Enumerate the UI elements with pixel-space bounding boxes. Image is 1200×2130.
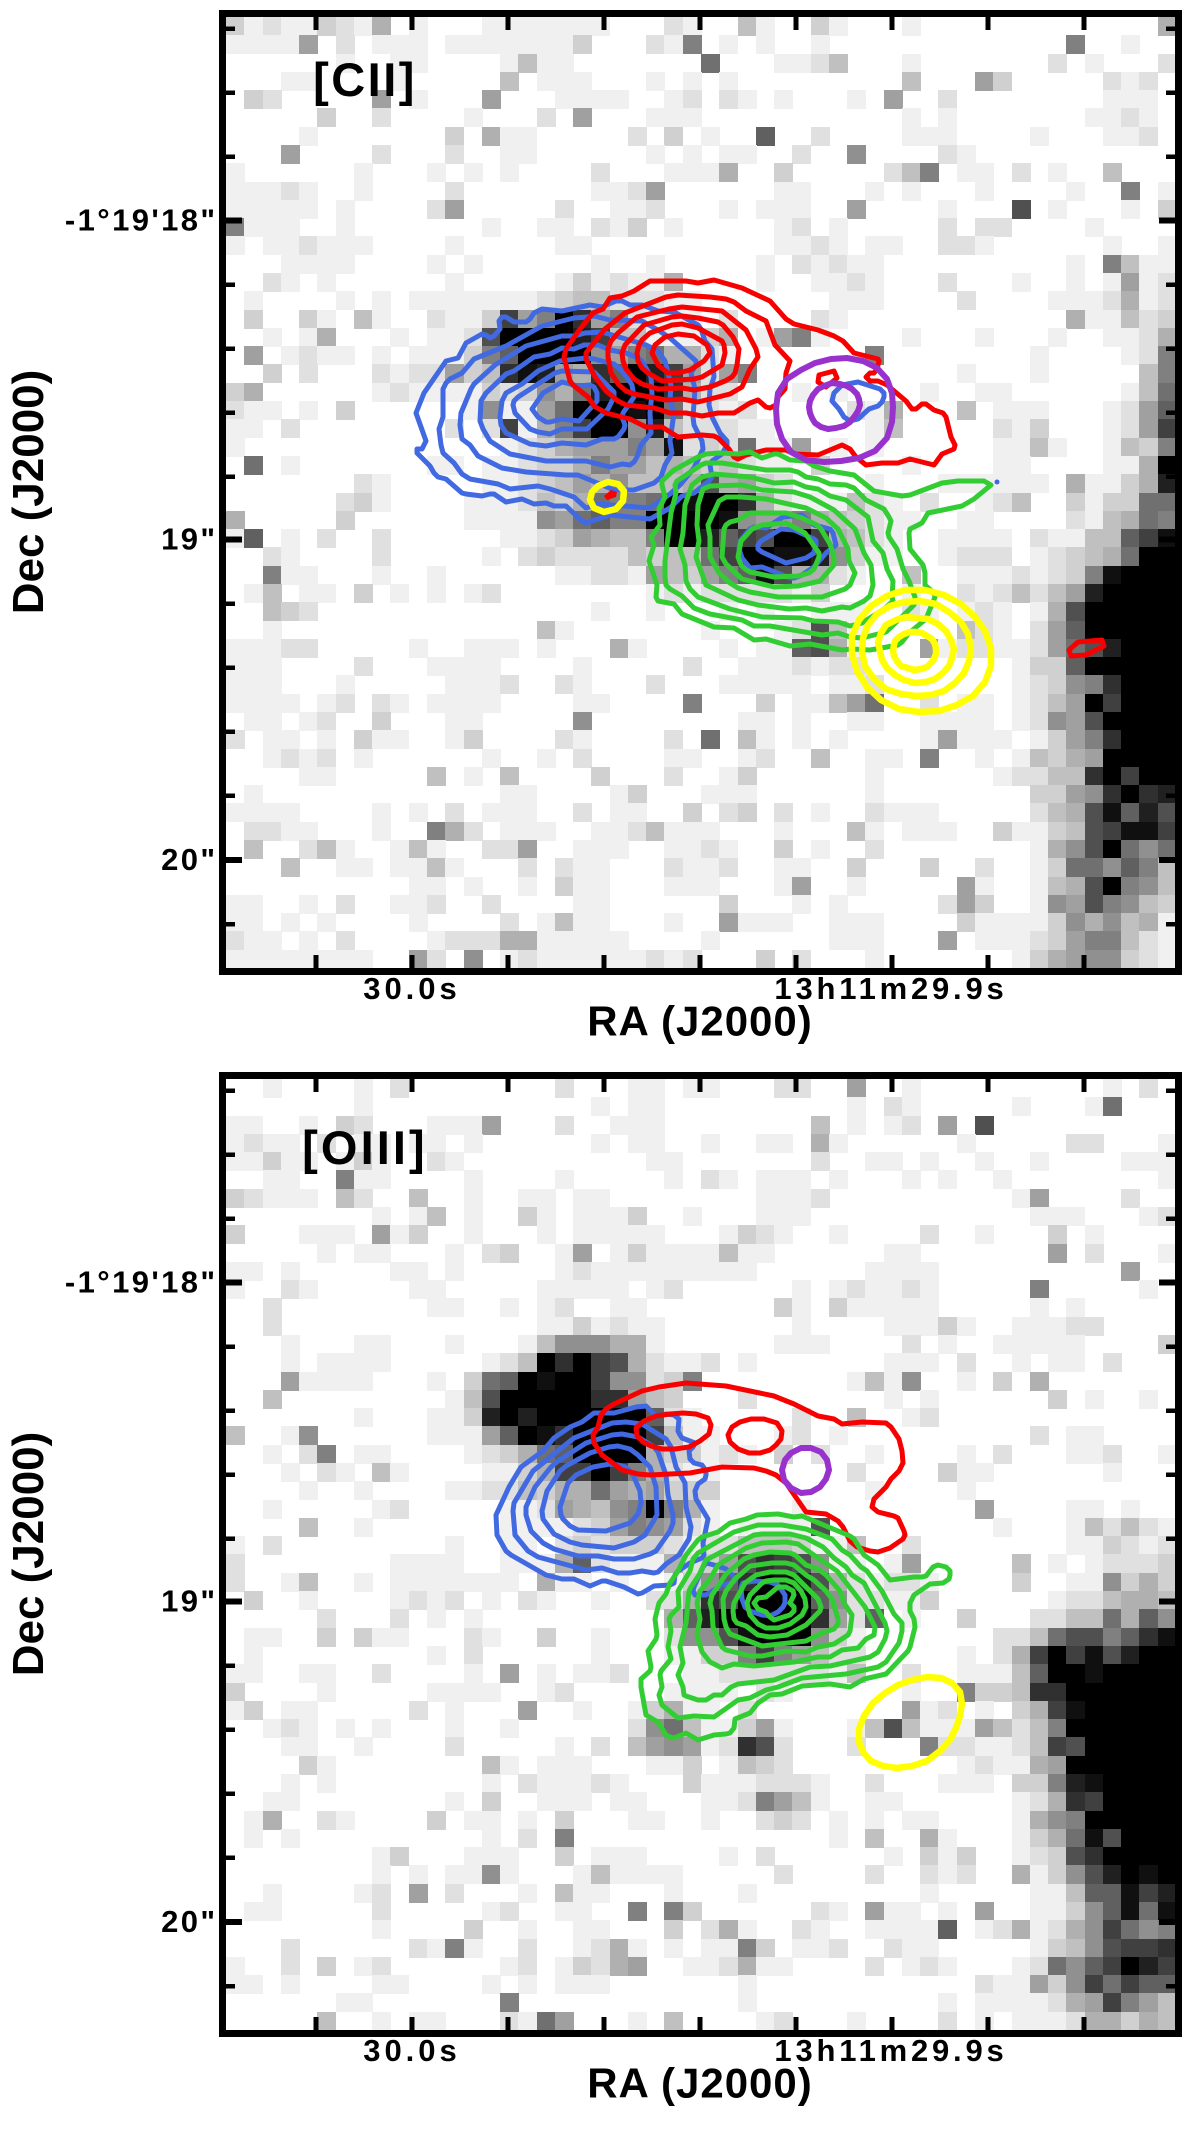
svg-text:Dec (J2000): Dec (J2000)	[4, 370, 53, 615]
svg-text:20": 20"	[161, 1904, 217, 1939]
svg-text:13h11m29.9s: 13h11m29.9s	[774, 971, 1007, 1006]
svg-text:20": 20"	[161, 842, 217, 877]
svg-text:30.0s: 30.0s	[363, 971, 461, 1006]
svg-text:Dec (J2000): Dec (J2000)	[4, 1432, 53, 1677]
svg-text:-1°19'18": -1°19'18"	[65, 203, 218, 238]
svg-text:[OIII]: [OIII]	[302, 1121, 428, 1174]
svg-text:[CII]: [CII]	[313, 53, 417, 106]
svg-text:19": 19"	[161, 1584, 217, 1619]
svg-text:RA (J2000): RA (J2000)	[587, 2060, 813, 2107]
svg-text:19": 19"	[161, 522, 217, 557]
svg-text:30.0s: 30.0s	[363, 2033, 461, 2068]
svg-text:RA (J2000): RA (J2000)	[587, 998, 813, 1045]
svg-text:13h11m29.9s: 13h11m29.9s	[774, 2033, 1007, 2068]
svg-text:-1°19'18": -1°19'18"	[65, 1265, 218, 1300]
